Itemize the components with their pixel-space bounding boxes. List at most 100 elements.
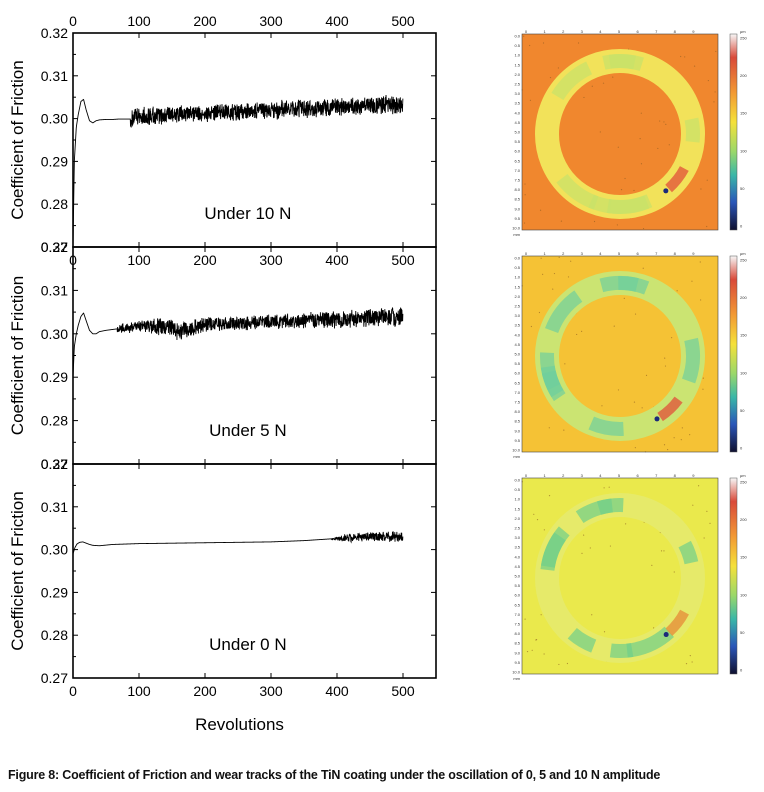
wear-map-content: 0.0 0.5 1.0 1.5 2.0 2.5 3.0 3.5 4.0 4.5 5.0 5.5 6.0 6… — [512, 473, 747, 681]
surface-speck — [543, 653, 545, 655]
map-x-tick-label: 3 — [581, 473, 584, 478]
wear-map-5n: 0.0 0.5 1.0 1.5 2.0 2.5 3.0 3.5 4.0 4.5 5.0 5.5 6.0 6… — [512, 251, 747, 459]
map-y-tick-label: 2.0 — [514, 294, 520, 299]
surface-speck — [689, 654, 691, 657]
surface-speck — [603, 631, 606, 633]
surface-speck — [523, 35, 525, 37]
surface-speck — [673, 571, 675, 573]
surface-speck — [524, 618, 526, 620]
surface-speck — [642, 267, 644, 269]
x-tick-label: 200 — [193, 683, 217, 699]
map-x-tick-label: 6 — [636, 251, 639, 256]
map-y-tick-label: 2.0 — [514, 516, 520, 521]
load-annotation: Under 0 N — [209, 635, 286, 654]
map-y-tick-label: 0.0 — [514, 478, 520, 483]
y-tick-label: 0.30 — [41, 542, 68, 558]
surface-speck — [641, 407, 643, 409]
map-y-tick-label: 0.5 — [514, 43, 520, 48]
colorbar — [729, 255, 738, 453]
surface-speck — [691, 280, 693, 282]
surface-speck — [651, 564, 653, 567]
map-x-tick-label: 3 — [581, 29, 584, 34]
surface-speck — [713, 101, 715, 103]
surface-speck — [581, 552, 583, 554]
surface-speck — [693, 65, 696, 67]
x-tick-label: 500 — [391, 252, 415, 268]
colorbar-tick-label: 0 — [740, 224, 743, 229]
surface-speck — [591, 85, 593, 87]
y-tick-label: 0.27 — [41, 456, 68, 472]
map-y-tick-label: 7.0 — [514, 612, 520, 617]
map-y-tick-label: 6.0 — [514, 593, 520, 598]
map-x-tick-label: 0 — [525, 251, 528, 256]
surface-speck — [670, 337, 673, 339]
surface-speck — [657, 147, 659, 150]
wear-track-patch — [567, 627, 597, 653]
map-y-tick-label: 1.0 — [514, 497, 520, 502]
surface-speck — [593, 220, 596, 223]
colorbar-tick-label: 100 — [740, 370, 747, 375]
map-unit-label: mm — [513, 676, 520, 681]
map-x-tick-label: 9 — [692, 29, 695, 34]
surface-speck — [540, 614, 542, 616]
surface-speck — [663, 550, 665, 552]
wear-track-patch — [540, 352, 566, 402]
surface-speck — [623, 297, 625, 300]
map-x-tick-label: 4 — [599, 29, 602, 34]
map-y-tick-label: 8.0 — [514, 187, 520, 192]
map-y-tick-label: 0.0 — [514, 256, 520, 261]
y-tick-label: 0.30 — [41, 326, 68, 342]
colorbar-tick-label: 150 — [740, 555, 747, 560]
surface-speck — [583, 534, 585, 536]
map-y-tick-label: 6.5 — [514, 380, 520, 385]
x-top-tick-label: 500 — [391, 13, 415, 29]
map-y-tick-label: 7.0 — [514, 390, 520, 395]
y-tick-label: 0.28 — [41, 413, 68, 429]
surface-speck — [620, 189, 623, 191]
wear-map-frame — [521, 477, 719, 675]
x-top-tick-label: 300 — [259, 13, 283, 29]
chart-panel-2: 0.27 0.28 0.29 0.30 0.31 0.32 Coefficient of F… — [8, 239, 437, 472]
x-top-tick-label: 400 — [325, 13, 349, 29]
map-x-tick-label: 0 — [525, 29, 528, 34]
map-y-tick-label: 8.5 — [514, 197, 520, 202]
y-axis-label: Coefficient of Friction — [8, 276, 27, 435]
surface-speck — [664, 357, 666, 359]
surface-speck — [634, 313, 637, 315]
map-y-tick-label: 3.0 — [514, 91, 520, 96]
figure-caption: Figure 8: Coefficient of Friction and we… — [8, 768, 661, 782]
surface-speck — [664, 365, 667, 367]
surface-speck — [709, 522, 711, 524]
map-y-tick-label: 10.0 — [512, 226, 521, 231]
surface-speck — [608, 486, 610, 488]
wear-map-10n: 0.0 0.5 1.0 1.5 2.0 2.5 3.0 3.5 4.0 4.5 5.0 5.5 6.0 6… — [512, 29, 747, 237]
colorbar-tick-label: 50 — [740, 630, 745, 635]
colorbar-tick-label: 250 — [740, 258, 747, 263]
x-tick-label: 500 — [391, 683, 415, 699]
surface-speck — [681, 427, 683, 429]
map-y-tick-label: 8.5 — [514, 641, 520, 646]
map-y-tick-label: 6.0 — [514, 371, 520, 376]
surface-speck — [543, 529, 545, 531]
colorbar-tick-label: 250 — [740, 480, 747, 485]
map-y-tick-label: 1.5 — [514, 62, 520, 67]
y-tick-label: 0.31 — [41, 282, 68, 298]
map-y-tick-label: 3.5 — [514, 545, 520, 550]
surface-speck — [634, 447, 636, 449]
wear-track-hotspot — [665, 165, 689, 193]
wear-track-hotspot — [665, 609, 689, 636]
wear-track-patch — [607, 194, 653, 214]
surface-speck — [673, 437, 675, 439]
surface-speck — [692, 504, 694, 506]
y-tick-label: 0.29 — [41, 153, 68, 169]
surface-speck — [680, 439, 682, 441]
colorbar-tick-label: 200 — [740, 517, 747, 522]
map-y-tick-label: 4.0 — [514, 110, 520, 115]
wear-track-patch — [575, 498, 614, 524]
map-y-tick-label: 8.0 — [514, 409, 520, 414]
surface-speck — [535, 639, 538, 641]
x-tick-label: 300 — [259, 252, 283, 268]
map-x-tick-label: 2 — [562, 29, 565, 34]
map-y-tick-label: 4.5 — [514, 120, 520, 125]
surface-speck — [529, 44, 531, 47]
